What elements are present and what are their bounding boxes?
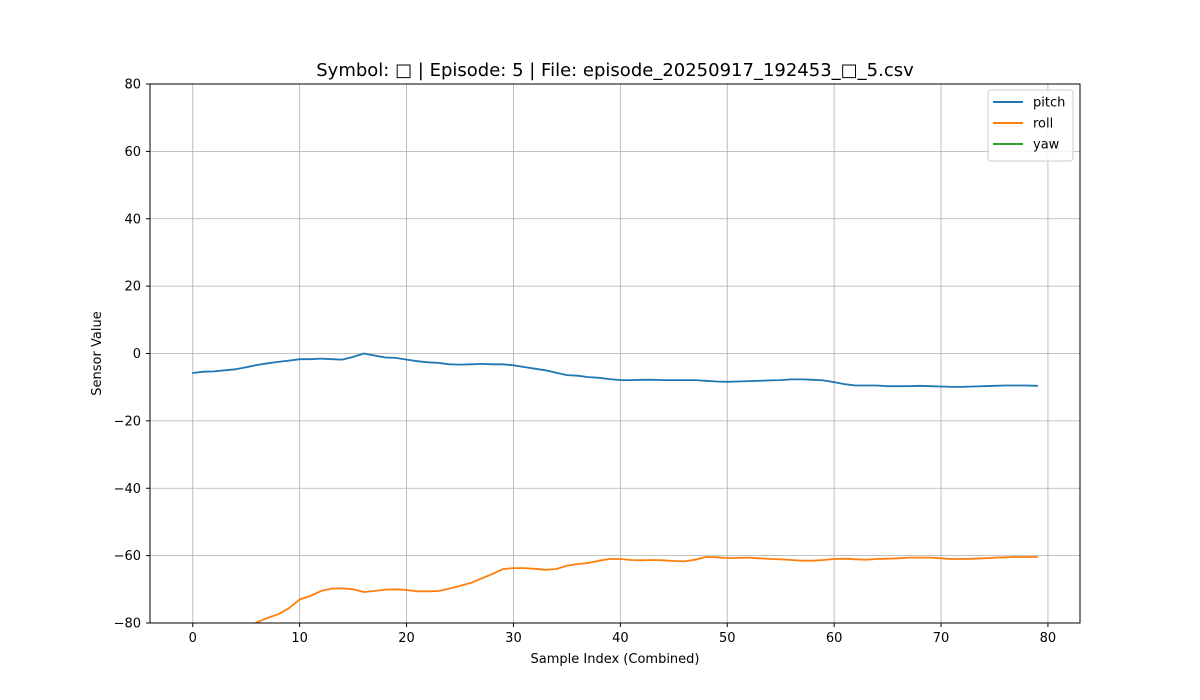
y-tick-label: −40 — [114, 482, 141, 497]
x-tick-label: 40 — [612, 631, 629, 646]
x-tick-label: 50 — [719, 631, 736, 646]
grid — [150, 83, 1080, 624]
legend: pitch roll yaw — [987, 89, 1074, 162]
y-tick-label: −60 — [114, 549, 141, 564]
y-tick-label: −80 — [114, 617, 141, 632]
series-line-pitch — [191, 352, 1039, 388]
x-tick-label: 10 — [291, 631, 308, 646]
x-tick-label: 80 — [1040, 631, 1057, 646]
x-tick-label: 30 — [505, 631, 522, 646]
y-tick-label: 60 — [124, 145, 141, 160]
legend-label-yaw: yaw — [1033, 138, 1060, 153]
x-tick-label: 20 — [398, 631, 415, 646]
x-tick-label: 70 — [933, 631, 950, 646]
y-tick-label: 0 — [133, 347, 141, 362]
series-line-roll — [254, 556, 1039, 623]
y-tick-label: 80 — [124, 78, 141, 93]
chart-title: Symbol: □ | Episode: 5 | File: episode_2… — [316, 60, 914, 81]
legend-label-roll: roll — [1033, 117, 1053, 132]
y-tick-label: 40 — [124, 212, 141, 227]
axis-ticks: 0 10 20 30 40 50 60 70 80 −80 −60 −40 −20 0 20 40 60 80 — [114, 78, 1057, 647]
y-axis-label: Sensor Value — [90, 311, 105, 395]
y-tick-label: 20 — [124, 280, 141, 295]
x-tick-label: 60 — [826, 631, 843, 646]
y-tick-label: −20 — [114, 414, 141, 429]
x-tick-label: 0 — [189, 631, 197, 646]
series-layer — [191, 352, 1039, 623]
legend-label-pitch: pitch — [1033, 96, 1065, 111]
x-axis-label: Sample Index (Combined) — [531, 652, 700, 667]
